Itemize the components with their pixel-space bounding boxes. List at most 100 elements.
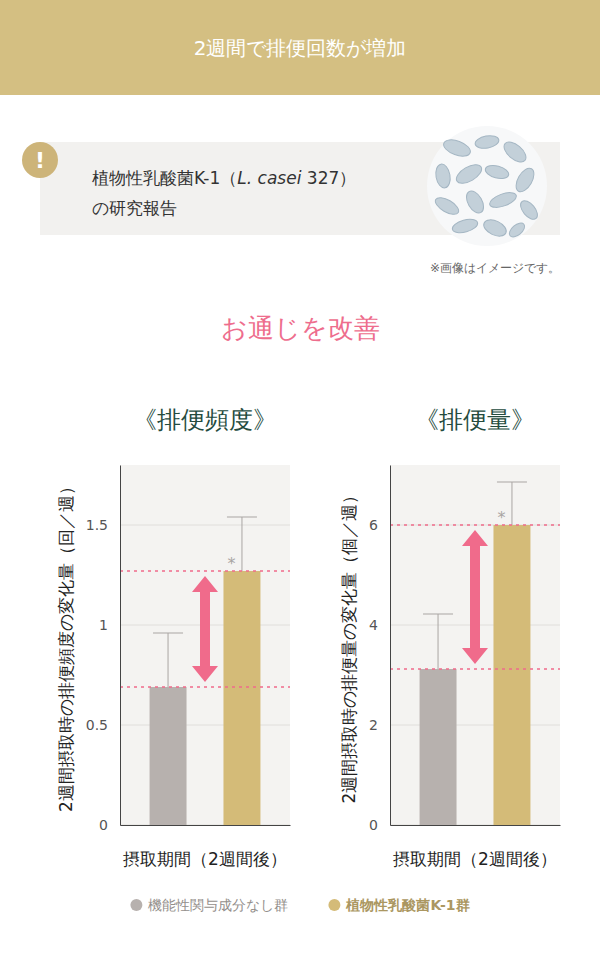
illustration-cell (434, 163, 452, 189)
chart-title: 《排便頻度》 (133, 406, 277, 434)
illustration-cell (451, 217, 479, 235)
bar (493, 525, 530, 825)
y-tick-label: 2 (369, 717, 378, 733)
notice-icon (22, 142, 58, 178)
y-tick-label: 1.5 (86, 517, 108, 533)
grid-line (390, 825, 560, 826)
page: 2週間で排便回数が増加! 植物性乳酸菌K-1（L. casei 327） の研究報告… (0, 0, 600, 965)
error-bar-stem (241, 517, 242, 571)
header-band (0, 0, 600, 95)
legend-swatch (130, 899, 142, 911)
chart-title: 《排便量》 (415, 406, 535, 434)
illustration-cell (441, 137, 472, 160)
grid-line (120, 725, 290, 726)
y-tick: 0 (99, 817, 120, 833)
illustration-cell (501, 138, 530, 165)
x-axis-line (391, 825, 561, 826)
y-tick-label: 0 (369, 817, 378, 833)
notice-line: 植物性乳酸菌K-1（L. casei 327） (92, 168, 356, 188)
x-axis: 摂取期間（2週間後） (391, 825, 561, 869)
x-axis: 摂取期間（2週間後） (121, 825, 291, 869)
chart: 0 2 4 6 摂取期間（2週間後） * 《排便量》 2週間摂取時の排便量の変化量（個／週） (339, 406, 560, 869)
y-tick-label: 0.5 (86, 717, 108, 733)
y-tick-label: 6 (369, 517, 378, 533)
y-tick: 2 (369, 717, 390, 733)
error-bar-stem (438, 614, 439, 669)
y-axis-title: 2週間摂取時の排便頻度の変化量（回／週） (56, 478, 76, 812)
notice-text: 植物性乳酸菌K-1（ (92, 168, 237, 188)
legend-item: 機能性関与成分なし群 (130, 897, 288, 913)
x-tick-label: 摂取期間（2週間後） (393, 849, 557, 869)
heading: お通じを改善 (221, 313, 380, 343)
error-bar-cap (227, 517, 257, 518)
y-axis-line (120, 466, 121, 826)
y-tick: 0.5 (86, 717, 120, 733)
error-bar-cap (423, 614, 453, 615)
grid-line (120, 525, 290, 526)
illustration-cell (453, 161, 484, 187)
notice-text: の研究報告 (92, 198, 177, 218)
error-bar (153, 633, 183, 687)
error-bar-cap (497, 482, 527, 483)
grid-line (390, 525, 560, 526)
notice-text: L. casei (237, 168, 301, 188)
y-tick: 4 (369, 617, 390, 633)
x-tick-label: 摂取期間（2週間後） (123, 849, 287, 869)
illustration-cell (433, 194, 462, 217)
reference-line (390, 668, 560, 670)
y-tick-label: 0 (99, 817, 108, 833)
legend-swatch (328, 899, 340, 911)
image-note: ※画像はイメージです。 (430, 261, 560, 275)
illustration-cell (481, 217, 509, 240)
bar (150, 687, 187, 825)
grid-line (390, 725, 560, 726)
grid-line (120, 825, 290, 826)
significance-mark: * (227, 554, 235, 573)
y-axis: 0 2 4 6 (369, 466, 390, 833)
notice-line: の研究報告 (92, 198, 177, 218)
plot-background (120, 465, 290, 825)
y-axis-line (390, 466, 391, 826)
y-axis: 0 0.5 1 1.5 (86, 466, 121, 833)
canvas: 2週間で排便回数が増加! 植物性乳酸菌K-1（L. casei 327） の研究報告… (0, 0, 600, 965)
plot-background (390, 465, 560, 825)
bar (420, 669, 457, 825)
legend-label: 植物性乳酸菌K-1群 (345, 897, 469, 913)
error-bar (423, 614, 453, 669)
y-tick-label: 1 (99, 617, 108, 633)
y-tick: 6 (369, 517, 390, 533)
illustration-cell (507, 220, 527, 239)
y-axis-title: 2週間摂取時の排便量の変化量（個／週） (339, 487, 359, 804)
notice-text: 327） (301, 168, 356, 188)
error-bar-stem (511, 482, 512, 525)
reference-line (120, 686, 290, 688)
x-axis-line (121, 825, 291, 826)
legend: 機能性関与成分なし群 植物性乳酸菌K-1群 (130, 897, 469, 913)
chart: 0 0.5 1 1.5 摂取期間（2週間後） * 《排便頻度》 2週間摂取時の排便頻度の変化量… (56, 406, 291, 869)
significance-mark: * (497, 508, 505, 527)
reference-line (390, 524, 560, 526)
difference-arrow (462, 530, 488, 664)
error-bar-cap (153, 633, 183, 634)
plot-marks (390, 482, 560, 825)
illustration-cell (512, 165, 537, 195)
y-tick: 1 (99, 617, 120, 633)
y-tick: 0 (369, 817, 390, 833)
x-tick: 摂取期間（2週間後） (123, 825, 287, 869)
y-tick: 1.5 (86, 517, 120, 533)
legend-label: 機能性関与成分なし群 (148, 897, 288, 913)
error-bar-stem (168, 633, 169, 687)
reference-line (120, 570, 290, 572)
plot-marks (120, 517, 290, 825)
difference-arrow (192, 576, 218, 682)
illustration-cell (484, 163, 510, 181)
legend-item: 植物性乳酸菌K-1群 (328, 897, 469, 913)
illustration (427, 126, 547, 246)
bar (223, 571, 260, 825)
illustration-cell (488, 190, 518, 211)
illustration-cell (517, 198, 540, 223)
header-title: 2週間で排便回数が増加 (194, 36, 407, 60)
illustration-bg (427, 126, 547, 246)
notice-icon-text: ! (35, 148, 45, 173)
illustration-cell (463, 188, 487, 216)
